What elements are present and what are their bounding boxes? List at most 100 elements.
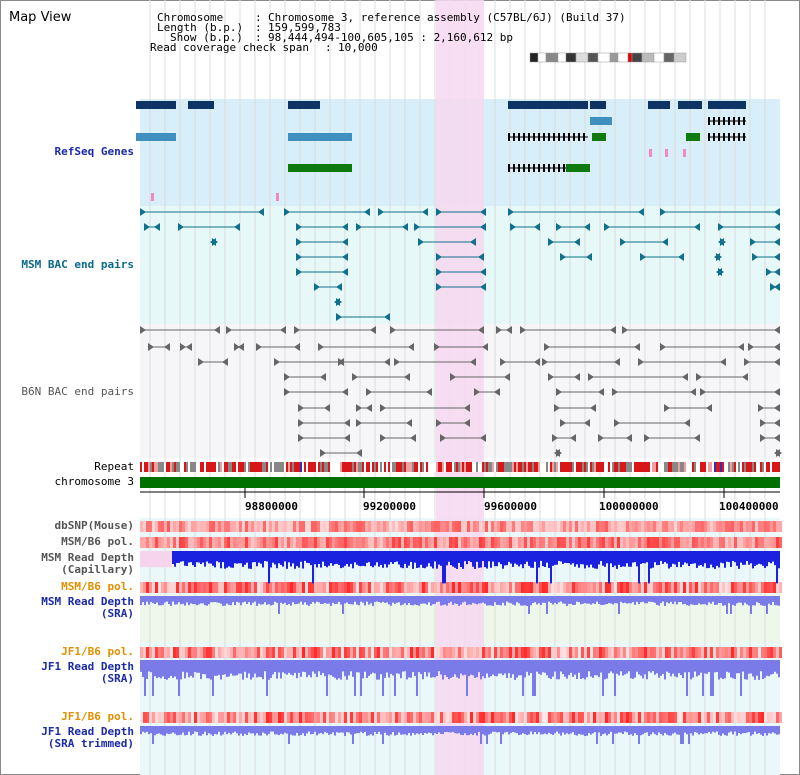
heat-cell xyxy=(449,647,452,658)
depth-bar xyxy=(282,596,284,604)
exon xyxy=(728,117,730,125)
heat-cell xyxy=(599,712,602,723)
heat-cell xyxy=(203,712,206,723)
repeat-element xyxy=(278,462,280,472)
repeat-element xyxy=(572,462,574,472)
b6n-bac-track-label[interactable]: B6N BAC end pairs xyxy=(21,385,134,398)
depth-bar xyxy=(366,596,368,602)
depth-bar xyxy=(404,551,406,564)
depth-bar xyxy=(380,726,382,735)
depth-bar xyxy=(716,660,718,672)
heat-cell xyxy=(461,582,464,593)
heat-cell xyxy=(269,712,272,723)
depth-bar xyxy=(144,726,146,733)
depth-bar xyxy=(536,660,538,672)
depth-bar xyxy=(578,596,580,603)
heat-cell xyxy=(380,647,383,658)
depth-bar xyxy=(554,551,556,565)
depth-bar xyxy=(596,551,598,569)
depth-bar xyxy=(314,726,316,732)
msm-b6-pol-track-label[interactable]: MSM/B6 pol. xyxy=(61,535,134,548)
depth-bar xyxy=(252,596,254,603)
dbsnp-track-label[interactable]: dbSNP(Mouse) xyxy=(54,519,134,532)
depth-bar xyxy=(224,551,226,569)
refseq-track-label[interactable]: RefSeq Genes xyxy=(54,145,134,158)
depth-bar xyxy=(718,660,720,680)
depth-bar xyxy=(222,660,224,675)
depth-bar xyxy=(580,551,582,565)
heat-cell xyxy=(761,647,764,658)
depth-bar xyxy=(716,551,718,566)
depth-bar xyxy=(396,596,398,603)
depth-bar xyxy=(288,551,290,563)
heat-cell xyxy=(188,647,191,658)
heat-cell xyxy=(140,537,143,548)
heat-cell xyxy=(482,521,485,532)
msm-bac-end xyxy=(342,238,348,246)
heat-cell xyxy=(221,647,224,658)
heat-cell xyxy=(602,537,605,548)
heat-cell xyxy=(536,521,539,532)
msm-bac-end xyxy=(384,313,390,321)
repeat-element xyxy=(170,462,172,472)
msm-depth-capillary-label[interactable]: MSM Read Depth xyxy=(41,551,134,564)
depth-bar xyxy=(582,726,584,735)
repeat-element xyxy=(614,462,616,472)
depth-bar xyxy=(420,551,422,565)
msm-bac-track-label[interactable]: MSM BAC end pairs xyxy=(21,258,134,271)
depth-bar xyxy=(376,660,378,680)
jf1-depth-trim-label[interactable]: JF1 Read Depth xyxy=(41,725,134,738)
depth-bar xyxy=(214,660,216,676)
heat-cell xyxy=(437,537,440,548)
depth-bar xyxy=(302,660,304,672)
depth-bar xyxy=(472,551,474,567)
depth-bar xyxy=(398,660,400,674)
b6n-bac-end xyxy=(440,434,446,442)
b6n-bac-end xyxy=(198,358,204,366)
repeat-element xyxy=(668,462,670,472)
heat-cell xyxy=(644,647,647,658)
jf1-b6-pol-2-label[interactable]: JF1/B6 pol. xyxy=(61,710,134,723)
depth-bar xyxy=(432,660,434,678)
repeat-element xyxy=(328,462,330,472)
depth-bar xyxy=(246,551,248,563)
heat-cell xyxy=(623,537,626,548)
msm-bac-end xyxy=(752,253,758,261)
depth-bar xyxy=(756,660,758,676)
depth-bar xyxy=(704,596,706,605)
depth-bar xyxy=(184,596,186,606)
repeat-element xyxy=(760,462,762,472)
exon xyxy=(738,117,740,125)
heat-cell xyxy=(530,537,533,548)
repeat-element xyxy=(254,462,256,472)
heat-cell xyxy=(668,521,671,532)
heat-cell xyxy=(158,537,161,548)
depth-bar xyxy=(270,596,272,606)
jf1-b6-pol-label[interactable]: JF1/B6 pol. xyxy=(61,645,134,658)
heat-cell xyxy=(602,582,605,593)
heat-cell xyxy=(641,582,644,593)
msm-bac-end xyxy=(144,223,150,231)
depth-bar xyxy=(398,596,400,603)
exon xyxy=(508,133,510,141)
depth-bar xyxy=(240,660,242,674)
header-length-key: Length (b.p.) xyxy=(157,21,244,34)
depth-bar xyxy=(638,660,640,675)
jf1-depth-sra-label[interactable]: JF1 Read Depth xyxy=(41,660,134,673)
depth-bar xyxy=(546,726,548,735)
refseq-marker xyxy=(665,149,668,157)
depth-bar xyxy=(150,551,152,568)
depth-bar xyxy=(538,596,540,604)
heat-cell xyxy=(446,582,449,593)
heat-cell xyxy=(518,647,521,658)
repeat-element xyxy=(144,462,146,472)
msm-b6-pol-2-label[interactable]: MSM/B6 pol. xyxy=(61,580,134,593)
msm-depth-sra-label[interactable]: MSM Read Depth xyxy=(41,595,134,608)
depth-bar xyxy=(528,551,530,566)
depth-bar xyxy=(614,660,616,696)
repeat-element xyxy=(224,462,226,472)
depth-bar xyxy=(324,551,326,566)
heat-cell xyxy=(593,647,596,658)
heat-cell xyxy=(512,521,515,532)
